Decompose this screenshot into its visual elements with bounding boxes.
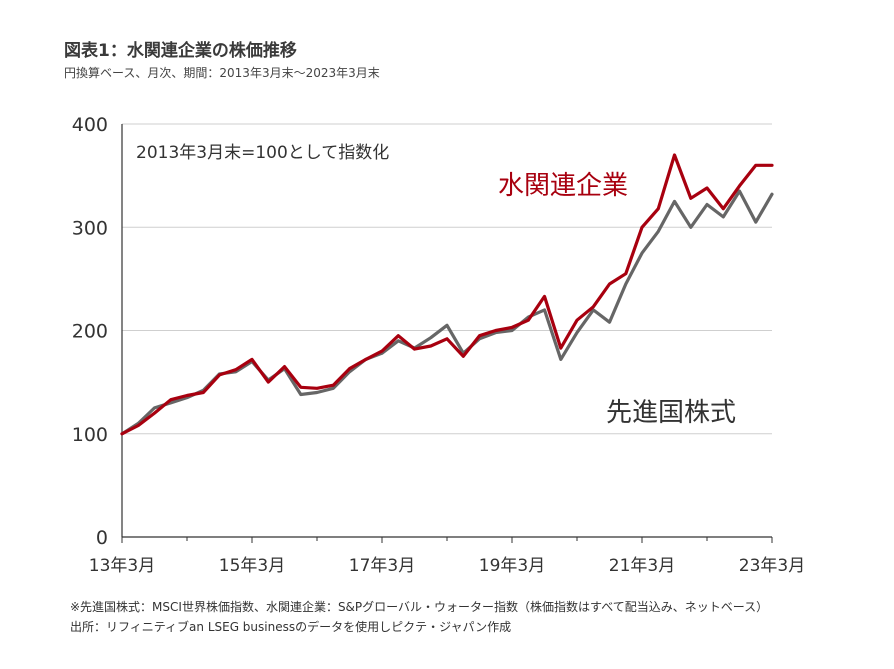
x-tick-label: 17年3月 — [349, 556, 415, 576]
y-tick-label: 100 — [72, 424, 108, 446]
series-label-developed: 先進国株式 — [606, 398, 736, 428]
x-tick-label: 15年3月 — [219, 556, 285, 576]
x-tick-label: 13年3月 — [89, 556, 155, 576]
footnote-data-source: 出所：リフィニティブan LSEG businessのデータを使用しピクテ・ジャ… — [70, 620, 512, 634]
footnote-source-indices: ※先進国株式：MSCI世界株価指数、水関連企業：S&Pグローバル・ウォーター指数… — [70, 600, 769, 614]
x-tick-label: 19年3月 — [479, 556, 545, 576]
x-tick-label: 23年3月 — [739, 556, 805, 576]
chart-subtitle: 円換算ベース、月次、期間：2013年3月末～2023年3月末 — [64, 66, 380, 80]
series-label-water: 水関連企業 — [498, 171, 628, 201]
chart-title: 図表1：水関連企業の株価推移 — [64, 41, 297, 61]
y-tick-label: 300 — [72, 217, 108, 239]
x-tick-label: 21年3月 — [609, 556, 675, 576]
y-tick-label: 200 — [72, 321, 108, 343]
y-tick-label: 0 — [96, 527, 108, 549]
index-base-annotation: 2013年3月末=100として指数化 — [136, 143, 389, 163]
y-tick-label: 400 — [72, 114, 108, 136]
series-line-water — [120, 153, 774, 436]
